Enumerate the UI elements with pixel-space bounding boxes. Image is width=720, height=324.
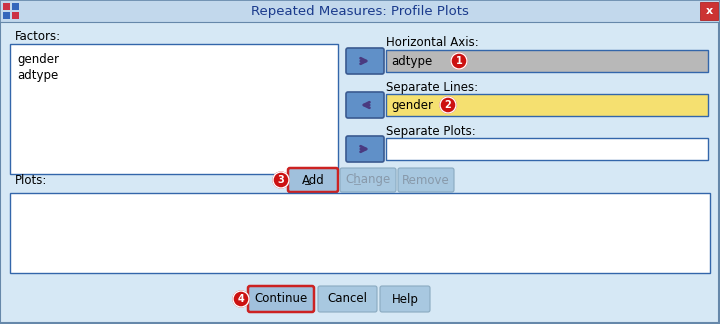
FancyBboxPatch shape xyxy=(3,12,10,19)
FancyBboxPatch shape xyxy=(380,286,430,312)
Text: adtype: adtype xyxy=(391,54,432,67)
Text: Horizontal Axis:: Horizontal Axis: xyxy=(386,37,479,50)
FancyBboxPatch shape xyxy=(10,193,710,273)
Text: Separate Plots:: Separate Plots: xyxy=(386,124,476,137)
Text: Remove: Remove xyxy=(402,173,450,187)
FancyBboxPatch shape xyxy=(318,286,377,312)
Text: Help: Help xyxy=(392,293,418,306)
FancyBboxPatch shape xyxy=(386,50,708,72)
Text: Cancel: Cancel xyxy=(328,293,367,306)
FancyBboxPatch shape xyxy=(12,3,19,10)
FancyBboxPatch shape xyxy=(10,44,338,174)
Text: 3: 3 xyxy=(278,175,284,185)
FancyBboxPatch shape xyxy=(12,12,19,19)
Text: adtype: adtype xyxy=(17,70,58,83)
Text: x: x xyxy=(706,6,713,16)
Text: gender: gender xyxy=(17,53,59,66)
FancyBboxPatch shape xyxy=(398,168,454,192)
Text: 2: 2 xyxy=(445,100,451,110)
FancyBboxPatch shape xyxy=(346,48,384,74)
FancyBboxPatch shape xyxy=(288,168,338,192)
FancyBboxPatch shape xyxy=(386,138,708,160)
Text: 4: 4 xyxy=(238,294,244,304)
Text: Factors:: Factors: xyxy=(15,30,61,43)
Circle shape xyxy=(440,97,456,113)
FancyBboxPatch shape xyxy=(346,136,384,162)
Text: gender: gender xyxy=(391,98,433,111)
Circle shape xyxy=(273,172,289,188)
Circle shape xyxy=(451,53,467,69)
FancyBboxPatch shape xyxy=(248,286,314,312)
FancyBboxPatch shape xyxy=(386,94,708,116)
Text: Change: Change xyxy=(346,173,391,187)
Circle shape xyxy=(233,291,249,307)
FancyBboxPatch shape xyxy=(3,3,10,10)
Text: Add: Add xyxy=(302,173,325,187)
FancyBboxPatch shape xyxy=(346,92,384,118)
Text: Separate Lines:: Separate Lines: xyxy=(386,80,478,94)
Text: Repeated Measures: Profile Plots: Repeated Measures: Profile Plots xyxy=(251,5,469,17)
Text: 1: 1 xyxy=(456,56,462,66)
FancyBboxPatch shape xyxy=(700,2,718,20)
FancyBboxPatch shape xyxy=(0,0,719,22)
Text: Plots:: Plots: xyxy=(15,173,48,187)
FancyBboxPatch shape xyxy=(340,168,396,192)
Text: Continue: Continue xyxy=(254,293,307,306)
